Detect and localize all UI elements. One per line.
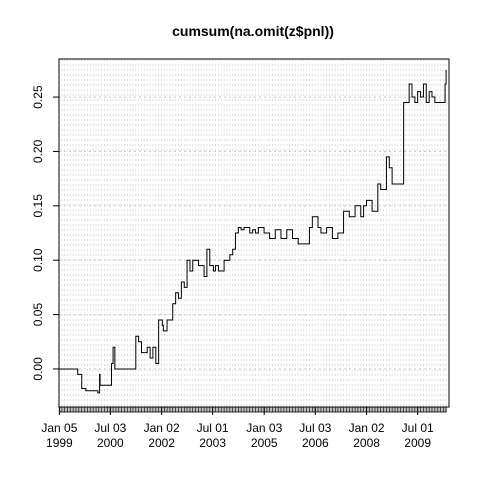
x-tick-label-date: Jul 03 (94, 421, 126, 435)
y-tick-label: 0.05 (31, 303, 45, 327)
x-tick-label-year: 1999 (46, 436, 73, 450)
y-axis: 0.00 0.05 0.10 0.15 0.20 0.25 (31, 85, 59, 381)
y-tick-label: 0.25 (31, 85, 45, 109)
x-tick-label-date: Jul 01 (197, 421, 229, 435)
x-tick-label-year: 2000 (97, 436, 124, 450)
x-tick-label-date: Jul 01 (402, 421, 434, 435)
series-line-0 (59, 69, 447, 394)
x-tick-label-date: Jul 03 (299, 421, 331, 435)
plot-frame (58, 58, 450, 408)
y-tick-label: 0.20 (31, 139, 45, 163)
series-group (59, 69, 447, 394)
x-tick-label-year: 2003 (199, 436, 226, 450)
x-tick-label-year: 2009 (404, 436, 431, 450)
x-tick-label-year: 2008 (353, 436, 380, 450)
x-tick-label-year: 2006 (302, 436, 329, 450)
x-tick-label-year: 2005 (251, 436, 278, 450)
x-tick-label-date: Jan 02 (144, 421, 180, 435)
grid (58, 59, 450, 407)
y-tick-label: 0.15 (31, 194, 45, 218)
x-tick-label-date: Jan 02 (349, 421, 385, 435)
x-tick-label-date: Jan 05 (41, 421, 77, 435)
y-tick-label: 0.10 (31, 248, 45, 272)
x-tick-label-date: Jan 03 (246, 421, 282, 435)
chart-title: cumsum(na.omit(z$pnl)) (172, 23, 334, 39)
y-tick-label: 0.00 (31, 357, 45, 381)
x-tick-label-year: 2002 (148, 436, 175, 450)
